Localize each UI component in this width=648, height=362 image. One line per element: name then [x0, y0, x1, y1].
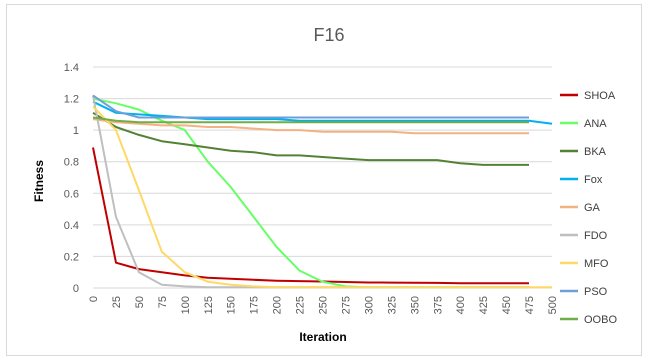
series-line-fox [92, 100, 553, 125]
x-tick-label: 225 [295, 296, 307, 314]
x-tick-label: 325 [386, 296, 398, 314]
series-line-ga [92, 118, 529, 135]
legend-label-pso: PSO [584, 286, 608, 298]
x-tick-label: 425 [478, 296, 490, 314]
x-axis-ticks: 0 25 50 75 100 125 150 175 200 225 250 275 300 325 350… [88, 296, 559, 314]
legend-label-ana: ANA [584, 118, 607, 130]
legend-label-oobo: OOBO [584, 314, 617, 326]
y-tick-label: 0 [73, 283, 79, 295]
x-tick-label: 350 [409, 296, 421, 314]
series-line-mfo [92, 105, 552, 289]
chart-title: F16 [313, 25, 344, 45]
gridlines [93, 66, 552, 289]
x-tick-label: 25 [111, 296, 123, 308]
y-axis-title: Fitness [32, 160, 46, 202]
x-axis-title: Iteration [299, 330, 346, 344]
series-line-pso [92, 94, 529, 119]
legend: SHOA ANA BKA Fox GA FDO MFO PSO OOBO [560, 90, 617, 326]
legend-label-fox: Fox [584, 174, 603, 186]
x-tick-label: 475 [524, 296, 536, 314]
series-lines [92, 94, 553, 289]
x-tick-label: 200 [272, 296, 284, 314]
chart-frame: F16 0 0.2 0.4 0.6 0.8 1 1.2 1.4 0 25 50 75 100 125 15… [6, 4, 642, 356]
x-tick-label: 250 [318, 296, 330, 314]
y-tick-label: 0.2 [64, 251, 79, 263]
x-tick-label: 275 [340, 296, 352, 314]
series-line-shoa [92, 147, 529, 285]
series-line-bka [92, 111, 529, 166]
y-tick-label: 0.4 [64, 220, 79, 232]
x-tick-label: 300 [363, 296, 375, 314]
y-tick-label: 0.8 [64, 157, 79, 169]
x-tick-label: 175 [249, 296, 261, 314]
x-tick-label: 400 [455, 296, 467, 314]
x-tick-label: 450 [501, 296, 513, 314]
x-tick-label: 75 [157, 296, 169, 308]
legend-label-mfo: MFO [584, 258, 609, 270]
legend-label-fdo: FDO [584, 230, 608, 242]
legend-label-ga: GA [584, 202, 601, 214]
y-tick-label: 0.6 [64, 188, 79, 200]
x-tick-label: 500 [547, 296, 559, 314]
x-tick-label: 375 [432, 296, 444, 314]
x-tick-label: 0 [88, 296, 100, 302]
y-axis-ticks: 0 0.2 0.4 0.6 0.8 1 1.2 1.4 [64, 62, 79, 295]
y-tick-label: 1.4 [64, 62, 79, 74]
line-chart: F16 0 0.2 0.4 0.6 0.8 1 1.2 1.4 0 25 50 75 100 125 15… [32, 25, 617, 344]
x-tick-label: 100 [180, 296, 192, 314]
x-tick-label: 125 [203, 296, 215, 314]
y-tick-label: 1 [73, 125, 79, 137]
x-tick-label: 150 [226, 296, 238, 314]
x-tick-label: 50 [134, 296, 146, 308]
legend-label-shoa: SHOA [584, 90, 616, 102]
series-line-oobo [92, 116, 529, 124]
y-tick-label: 1.2 [64, 94, 79, 106]
legend-label-bka: BKA [584, 146, 607, 158]
